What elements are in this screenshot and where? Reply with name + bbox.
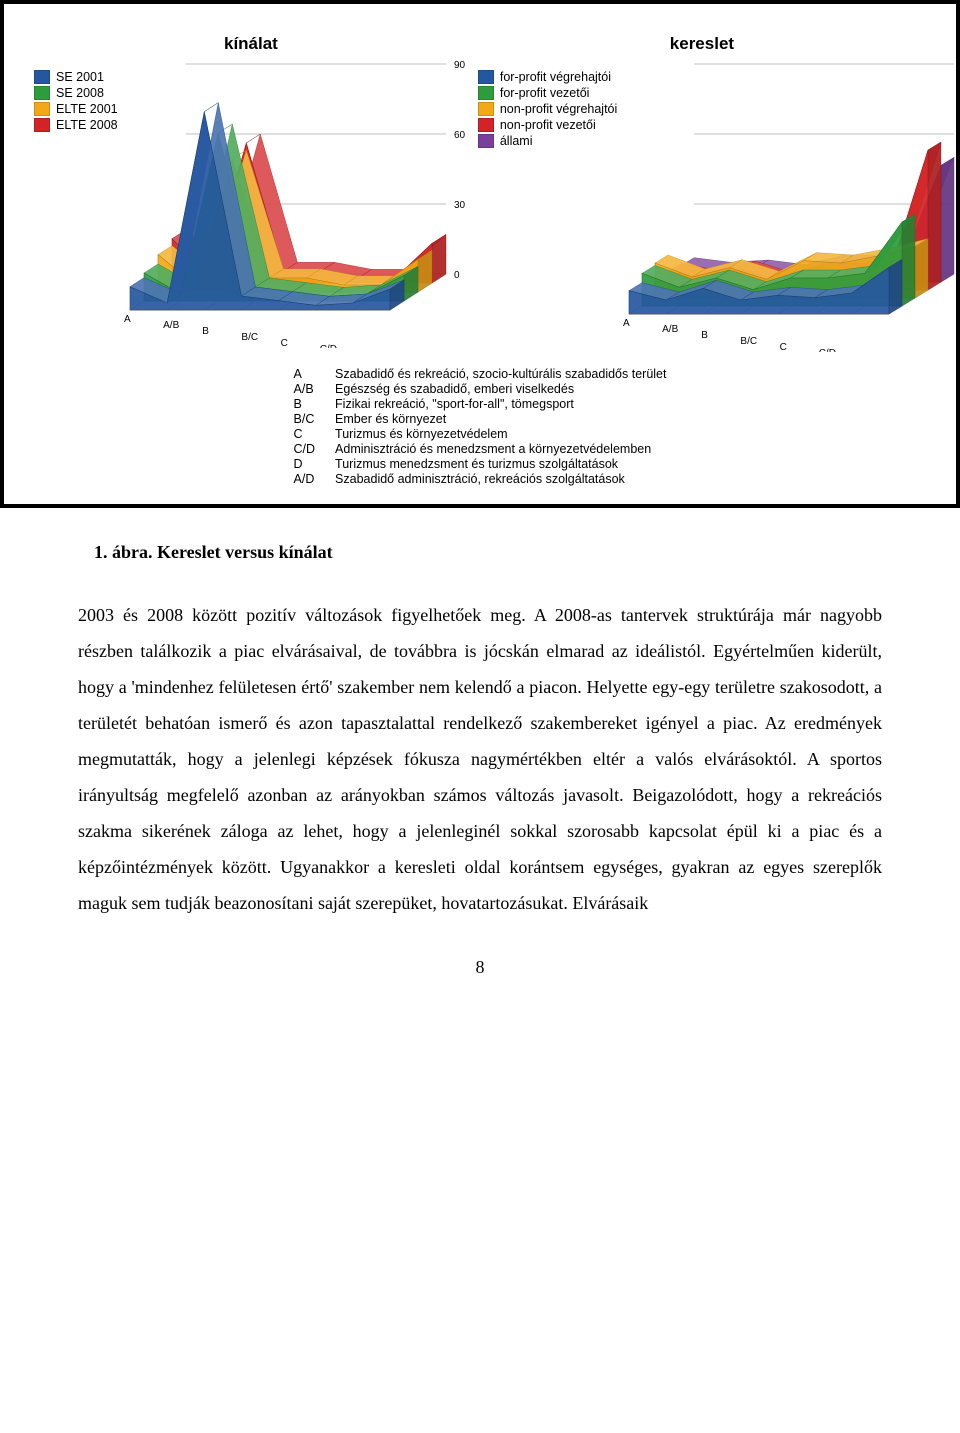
- legend-label: állami: [500, 134, 533, 148]
- chart-right-legend-item: for-profit végrehajtói: [478, 70, 617, 84]
- chart-left: kínálat SE 2001 SE 2008 ELTE 2001 ELTE 2008…: [34, 34, 468, 352]
- legend-label: for-profit vezetői: [500, 86, 590, 100]
- key-desc: Ember és környezet: [325, 411, 676, 426]
- key-code: A/B: [284, 381, 326, 396]
- table-row: B/CEmber és környezet: [284, 411, 677, 426]
- legend-swatch: [478, 102, 494, 116]
- chart-right-title: kereslet: [670, 34, 734, 54]
- chart-left-xlabel: B: [202, 326, 209, 337]
- chart-left-inner: SE 2001 SE 2008 ELTE 2001 ELTE 2008 0 30 60 90…: [34, 60, 468, 348]
- table-row: CTurizmus és környezetvédelem: [284, 426, 677, 441]
- chart-right-xlabel: C: [780, 342, 787, 352]
- table-row: A/DSzabadidő adminisztráció, rekreációs …: [284, 471, 677, 486]
- figure-frame: kínálat SE 2001 SE 2008 ELTE 2001 ELTE 2008…: [0, 0, 960, 508]
- chart-right-series-cap: [889, 259, 902, 314]
- legend-label: non-profit vezetői: [500, 118, 596, 132]
- key-desc: Turizmus és környezetvédelem: [325, 426, 676, 441]
- key-desc: Turizmus menedzsment és turizmus szolgál…: [325, 456, 676, 471]
- chart-left-xlabel: B/C: [241, 332, 258, 343]
- body-paragraph: 2003 és 2008 között pozitív változások f…: [78, 597, 882, 921]
- chart-right-legend-item: for-profit vezetői: [478, 86, 617, 100]
- legend-swatch: [478, 118, 494, 132]
- chart-right: kereslet for-profit végrehajtóifor-profi…: [478, 34, 926, 352]
- chart-left-xlabel: C/D: [319, 344, 336, 348]
- legend-label: SE 2008: [56, 86, 104, 100]
- key-code: A: [284, 366, 326, 381]
- legend-swatch: [34, 118, 50, 132]
- chart-right-xlabel: B/C: [741, 336, 758, 347]
- chart-right-inner: for-profit végrehajtói for-profit vezetői…: [478, 60, 926, 352]
- table-row: BFizikai rekreáció, "sport-for-all", töm…: [284, 396, 677, 411]
- table-row: DTurizmus menedzsment és turizmus szolgá…: [284, 456, 677, 471]
- chart-right-xlabel: C/D: [819, 348, 836, 352]
- key-desc: Adminisztráció és menedzsment a környeze…: [325, 441, 676, 456]
- chart-right-area: 0306090AA/BBB/CCC/DDA/D: [623, 60, 960, 352]
- chart-right-legend-item: non-profit vezetői: [478, 118, 617, 132]
- legend-label: SE 2001: [56, 70, 104, 84]
- charts-row: kínálat SE 2001 SE 2008 ELTE 2001 ELTE 2008…: [34, 34, 926, 352]
- key-desc: Fizikai rekreáció, "sport-for-all", töme…: [325, 396, 676, 411]
- chart-right-series-cap: [915, 239, 928, 298]
- chart-left-legend: SE 2001 SE 2008 ELTE 2001 ELTE 2008: [34, 60, 118, 134]
- legend-swatch: [34, 86, 50, 100]
- chart-left-svg: 0306090AA/BBB/CCC/DDA/D: [124, 60, 474, 348]
- chart-right-svg: 0306090AA/BBB/CCC/DDA/D: [623, 60, 960, 352]
- table-row: A/BEgészség és szabadidő, emberi viselke…: [284, 381, 677, 396]
- key-code: A/D: [284, 471, 326, 486]
- key-desc: Egészség és szabadidő, emberi viselkedés: [325, 381, 676, 396]
- chart-right-legend-item: állami: [478, 134, 617, 148]
- chart-left-xlabel: A: [124, 314, 131, 325]
- legend-swatch: [34, 70, 50, 84]
- figure-caption: 1. ábra. Kereslet versus kínálat: [94, 542, 960, 563]
- table-row: C/DAdminisztráció és menedzsment a körny…: [284, 441, 677, 456]
- legend-swatch: [478, 86, 494, 100]
- chart-right-xlabel: A: [623, 318, 630, 329]
- table-row: ASzabadidő és rekreáció, szocio-kultúrál…: [284, 366, 677, 381]
- page-number: 8: [0, 957, 960, 978]
- legend-label: non-profit végrehajtói: [500, 102, 617, 116]
- legend-label: ELTE 2008: [56, 118, 118, 132]
- chart-right-legend-item: non-profit végrehajtói: [478, 102, 617, 116]
- legend-label: for-profit végrehajtói: [500, 70, 611, 84]
- chart-left-ytick: 30: [454, 200, 466, 211]
- chart-right-series-cap: [902, 214, 915, 306]
- chart-right-series-cap: [928, 142, 941, 290]
- chart-right-legend: for-profit végrehajtói for-profit vezetői…: [478, 60, 617, 150]
- legend-swatch: [34, 102, 50, 116]
- chart-left-xlabel: A/B: [163, 320, 179, 331]
- chart-left-ytick: 90: [454, 60, 466, 71]
- chart-right-series-cap: [941, 157, 954, 282]
- key-code: D: [284, 456, 326, 471]
- chart-left-ytick: 0: [454, 270, 460, 281]
- chart-left-title: kínálat: [224, 34, 278, 54]
- key-code: B: [284, 396, 326, 411]
- legend-swatch: [478, 70, 494, 84]
- key-code: C: [284, 426, 326, 441]
- key-code: C/D: [284, 441, 326, 456]
- chart-left-ytick: 60: [454, 130, 466, 141]
- chart-left-legend-item: ELTE 2001: [34, 102, 118, 116]
- key-code: B/C: [284, 411, 326, 426]
- key-desc: Szabadidő adminisztráció, rekreációs szo…: [325, 471, 676, 486]
- chart-left-legend-item: SE 2008: [34, 86, 118, 100]
- chart-left-legend-item: SE 2001: [34, 70, 118, 84]
- chart-left-area: 0306090AA/BBB/CCC/DDA/D: [124, 60, 474, 348]
- chart-left-legend-item: ELTE 2008: [34, 118, 118, 132]
- key-desc: Szabadidő és rekreáció, szocio-kultúráli…: [325, 366, 676, 381]
- legend-label: ELTE 2001: [56, 102, 118, 116]
- chart-right-xlabel: B: [702, 330, 709, 341]
- legend-swatch: [478, 134, 494, 148]
- chart-right-xlabel: A/B: [662, 324, 678, 335]
- category-key-table: ASzabadidő és rekreáció, szocio-kultúrál…: [284, 366, 677, 486]
- chart-left-xlabel: C: [280, 338, 287, 348]
